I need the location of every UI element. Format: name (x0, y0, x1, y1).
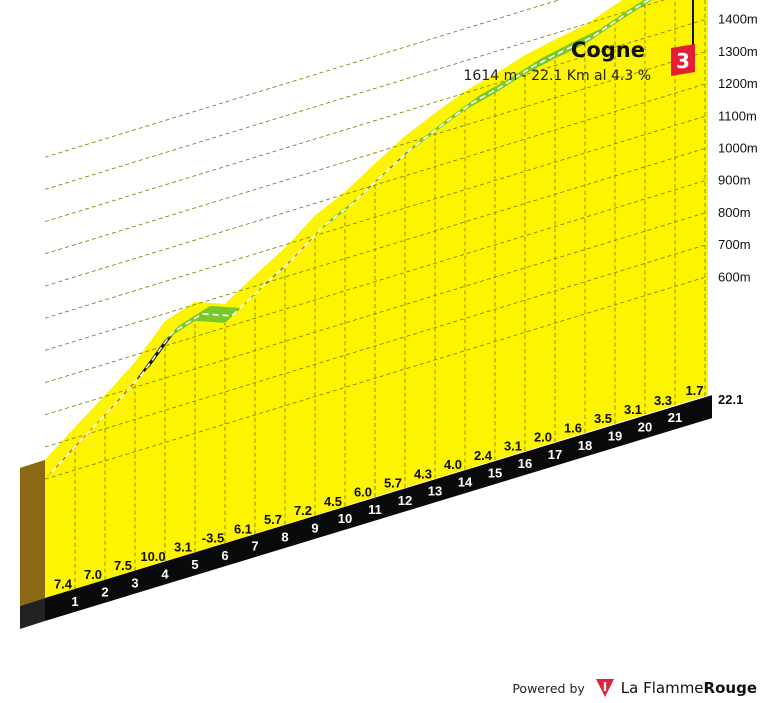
labels-layer: 600m 700m 800m 900m 1000m 1100m 1200m 1300m 1400… (54, 12, 758, 609)
y-tick-label: 1300m (718, 44, 758, 59)
y-tick-label: 1200m (718, 76, 758, 91)
km-label: 1 (71, 594, 78, 609)
gridline-1400 (44, 18, 709, 222)
gradient-label: 5.7 (264, 512, 282, 527)
gradient-label: 7.4 (54, 576, 73, 591)
y-tick-label: 600m (718, 269, 751, 284)
gridline-900 (44, 179, 709, 383)
finish-stats: 1614 m - 22.1 Km al 4.3 % (463, 68, 652, 84)
gradient-label: 4.5 (324, 494, 342, 509)
gradient-label: 6.1 (234, 521, 252, 536)
brand-name: La FlammeRouge (621, 679, 757, 697)
gridline-1000 (44, 147, 709, 351)
km-label: 18 (578, 438, 592, 453)
km-label: 10 (338, 511, 352, 526)
gradient-segment-20 (615, 0, 650, 24)
km-label: 3 (131, 575, 138, 590)
finish-flag: 3 (671, 0, 695, 76)
flamme-rouge-logo-icon (595, 679, 614, 697)
gradient-label: 3.1 (174, 540, 192, 555)
km-label: 15 (488, 465, 502, 480)
gradient-label: -3.5 (202, 531, 224, 546)
km-label: 20 (638, 419, 652, 434)
y-tick-label: 700m (718, 237, 751, 252)
gridline-1300 (44, 50, 709, 255)
km-label: 11 (368, 502, 382, 517)
gridline-1100 (44, 114, 709, 319)
gridline-800 (44, 211, 709, 416)
gridline-600 (44, 275, 709, 480)
gridline-1600 (44, 0, 561, 158)
gradient-label: 1.6 (564, 420, 582, 435)
gradient-label: 5.7 (384, 475, 402, 490)
km-label: 9 (311, 520, 318, 535)
branding[interactable]: Powered by La FlammeRouge (512, 677, 757, 699)
gradient-label: 3.5 (594, 411, 612, 426)
base-wall (20, 598, 45, 629)
gradient-label: 4.0 (444, 457, 462, 472)
brand-name-regular: La Flamme (620, 679, 704, 697)
km-label: 7 (251, 539, 258, 554)
gradient-segment-19 (585, 8, 630, 45)
category-flag (671, 44, 695, 76)
gradient-label: 7.0 (84, 567, 102, 582)
category-number: 3 (676, 49, 690, 73)
powered-by-label: Powered by (512, 680, 585, 696)
gridlines (44, 0, 709, 589)
gradient-label: 6.0 (354, 485, 372, 500)
km-label: 13 (428, 484, 442, 499)
gradient-label: 7.2 (294, 503, 312, 518)
km-label: 12 (398, 493, 412, 508)
base-strip (45, 395, 712, 621)
total-distance-label: 22.1 (718, 392, 743, 407)
gradient-label: 10.0 (140, 549, 165, 564)
gradient-label: 4.3 (414, 466, 432, 481)
road-center-line (51, 0, 650, 473)
km-label: 5 (191, 557, 198, 572)
finish-title: Cogne (570, 38, 645, 62)
y-tick-label: 800m (718, 205, 751, 220)
gradient-label: 3.1 (504, 439, 522, 454)
km-label: 6 (221, 548, 228, 563)
gridline-700 (44, 243, 709, 448)
gradient-label: 3.3 (654, 393, 672, 408)
km-label: 19 (608, 429, 622, 444)
gradient-label: 2.4 (474, 448, 493, 463)
km-label: 4 (161, 566, 169, 581)
gridline-1500 (44, 0, 666, 190)
km-label: 16 (518, 456, 532, 471)
brand-name-bold: Rouge (703, 679, 757, 697)
km-label: 8 (281, 530, 288, 545)
y-tick-label: 900m (718, 173, 751, 188)
km-label: 2 (101, 585, 108, 600)
gradient-label: 2.0 (534, 430, 552, 445)
gradient-label: 7.5 (114, 558, 132, 573)
gradient-segment-15 (465, 78, 510, 111)
km-label: 17 (548, 447, 562, 462)
soil-wall (20, 459, 45, 606)
y-tick-label: 1100m (718, 108, 757, 123)
profile-face (45, 0, 708, 598)
gradient-label: 3.1 (624, 402, 642, 417)
gridline-1200 (44, 82, 709, 287)
y-tick-label: 1400m (718, 12, 758, 27)
gradient-band (45, 0, 653, 479)
gradient-label: 1.7 (685, 383, 703, 398)
profile-layer (20, 0, 712, 629)
y-tick-label: 1000m (718, 141, 758, 156)
km-label: 21 (668, 410, 682, 425)
km-label: 14 (458, 474, 473, 489)
gradient-segment-17 (525, 43, 570, 75)
gradient-segment-21 (645, 0, 653, 5)
